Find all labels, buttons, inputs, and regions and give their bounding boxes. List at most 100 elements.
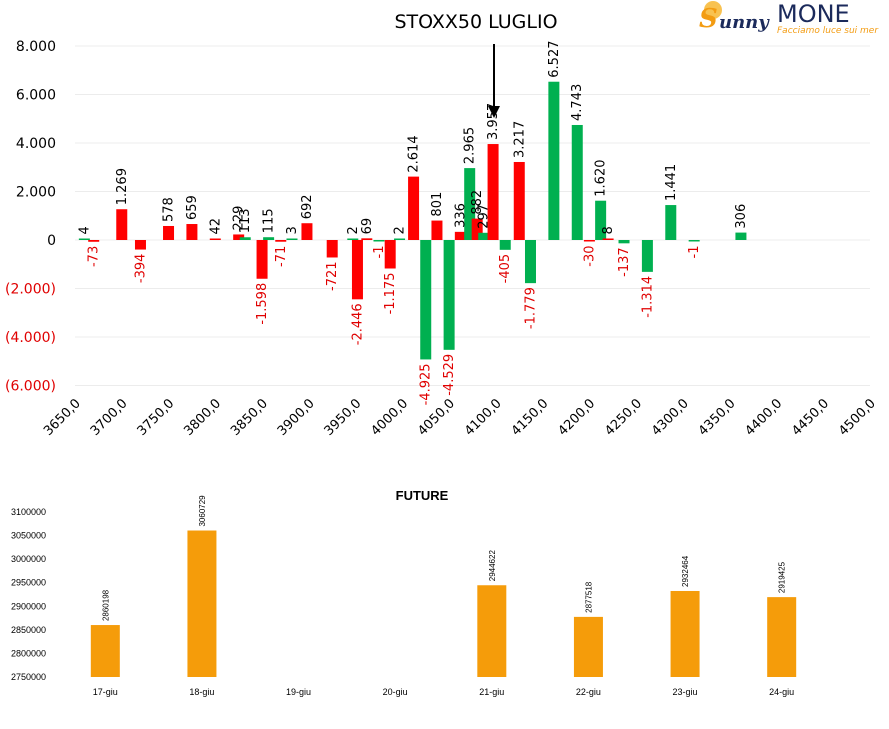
future-y-tick-label: 2850000	[11, 625, 46, 635]
y-tick-label: 6.000	[16, 88, 56, 104]
bar	[735, 232, 747, 240]
y-axis-ticks: 8.000 6.000 4.000 2.000 0 (2.000) (4.000) (6.00…	[5, 39, 56, 395]
future-bars	[90, 530, 797, 677]
future-data-labels: 2860198 3060729 2944622 2877518 2932464 29194…	[101, 495, 786, 621]
bar	[602, 238, 614, 240]
data-label: -405	[498, 254, 513, 284]
bar	[209, 238, 221, 240]
bar	[384, 240, 396, 269]
bar	[641, 240, 653, 272]
bar	[571, 124, 583, 240]
bar	[583, 240, 595, 242]
bar	[78, 238, 90, 240]
data-label: 2	[346, 226, 361, 234]
bar	[688, 240, 700, 242]
data-label: 229	[232, 206, 247, 231]
x-tick-label: 4350,0	[696, 396, 739, 439]
sunny-money-logo: S unny MONE Facciamo luce sui mer	[699, 0, 879, 36]
future-x-axis-ticks: 17-giu 18-giu 19-giu 20-giu 21-giu 22-giu 23-g…	[93, 687, 794, 697]
x-tick-label: 3650,0	[41, 396, 84, 439]
future-y-axis-ticks: 3100000 3050000 3000000 2950000 2900000 28500…	[11, 507, 46, 682]
data-label: -1.314	[640, 276, 655, 318]
bar	[186, 224, 198, 240]
bar	[286, 238, 298, 240]
future-bar	[767, 597, 797, 677]
future-y-tick-label: 2900000	[11, 601, 46, 611]
future-data-label: 2860198	[101, 589, 110, 621]
bar	[326, 240, 338, 258]
bar	[163, 225, 175, 240]
future-data-label: 2877518	[584, 581, 593, 613]
data-label: -721	[325, 261, 340, 291]
data-label: -2.446	[350, 303, 365, 345]
data-label: 4.743	[570, 84, 585, 121]
future-y-tick-label: 2800000	[11, 648, 46, 658]
data-label: 2.614	[407, 135, 422, 172]
data-label: -1.779	[523, 287, 538, 329]
x-tick-label: 3950,0	[322, 396, 365, 439]
x-tick-label: 4000,0	[368, 396, 411, 439]
bar	[361, 238, 373, 240]
data-label: 3.957	[486, 103, 501, 140]
data-label: 4	[77, 226, 92, 234]
x-tick-label: 4200,0	[555, 396, 598, 439]
data-label: 6.527	[547, 41, 562, 78]
future-y-tick-label: 3100000	[11, 507, 46, 517]
arrow-annotation	[488, 44, 500, 118]
data-label: -1.175	[383, 272, 398, 314]
bar	[351, 240, 363, 300]
future-data-label: 3060729	[198, 495, 207, 527]
logo-brand-left: unny	[719, 12, 770, 33]
bars	[78, 81, 747, 360]
data-label: 801	[430, 192, 445, 217]
bar	[88, 240, 100, 242]
data-label: 336	[453, 203, 468, 228]
future-data-label: 2944622	[488, 550, 497, 582]
bar	[464, 168, 476, 240]
future-x-tick-label: 20-giu	[383, 687, 408, 697]
data-label: -4.529	[442, 354, 457, 396]
future-bar	[477, 585, 507, 677]
data-label: -1.598	[255, 283, 270, 325]
y-tick-label: 4.000	[16, 136, 56, 152]
bar	[420, 240, 432, 360]
data-label: -394	[133, 254, 148, 284]
bar	[548, 81, 560, 241]
data-label: 2.965	[463, 127, 478, 164]
x-tick-label: 4500,0	[836, 396, 879, 439]
data-label: 8	[601, 226, 616, 234]
future-chart-title: FUTURE	[396, 488, 449, 503]
data-label: 2	[393, 226, 408, 234]
bar	[487, 144, 499, 240]
x-tick-label: 3850,0	[228, 396, 271, 439]
bar	[301, 223, 313, 240]
chart-title: STOXX50 LUGLIO	[394, 11, 557, 33]
data-label: 297	[477, 204, 492, 229]
bar	[454, 231, 466, 240]
bar	[263, 237, 275, 240]
data-label: -30	[582, 246, 597, 267]
stoxx50-open-interest-chart: 8.000 6.000 4.000 2.000 0 (2.000) (4.000) (6.00…	[5, 11, 879, 439]
bar	[595, 200, 607, 240]
y-tick-label: 2.000	[16, 185, 56, 201]
y-tick-label: 8.000	[16, 39, 56, 55]
data-label: 306	[734, 204, 749, 229]
data-label: 882	[470, 190, 485, 215]
data-label: 69	[360, 218, 375, 235]
bar	[233, 234, 245, 240]
future-y-tick-label: 3000000	[11, 554, 46, 564]
y-tick-label: 0	[47, 233, 56, 249]
x-tick-label: 3900,0	[275, 396, 318, 439]
bar	[256, 240, 268, 279]
future-volume-chart: FUTURE 3100000 3050000 3000000 2950000 29000…	[11, 488, 797, 697]
future-bar	[90, 625, 120, 677]
future-bar	[187, 530, 217, 677]
sun-icon	[704, 1, 722, 19]
future-y-tick-label: 2950000	[11, 578, 46, 588]
future-bar	[670, 590, 700, 677]
x-tick-label: 3700,0	[88, 396, 131, 439]
data-label: 692	[300, 194, 315, 219]
y-tick-label: (2.000)	[5, 282, 56, 298]
data-label: -1	[372, 246, 387, 259]
data-label: -73	[87, 246, 102, 267]
